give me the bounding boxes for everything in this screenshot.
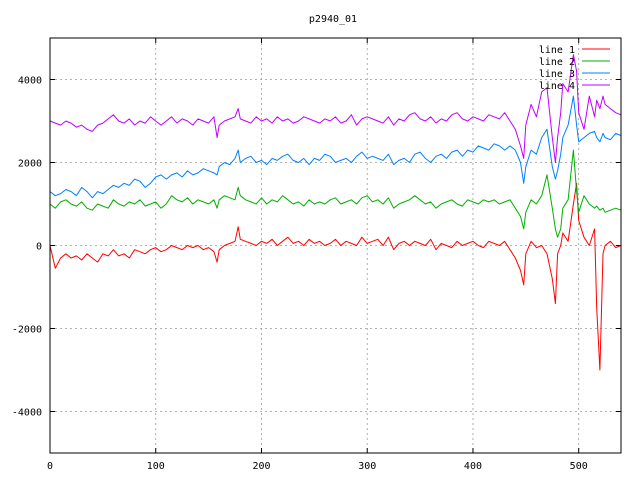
y-tick-label: 0 bbox=[36, 242, 42, 253]
x-tick-label: 0 bbox=[47, 461, 53, 472]
x-tick-label: 200 bbox=[252, 461, 270, 472]
y-tick-label: 2000 bbox=[18, 159, 42, 170]
chart-title: p2940_01 bbox=[309, 14, 357, 25]
x-tick-label: 500 bbox=[570, 461, 588, 472]
legend-label: line 2 bbox=[539, 57, 575, 68]
series-line-1 bbox=[49, 182, 622, 371]
y-tick-label: -2000 bbox=[12, 325, 42, 336]
x-tick-label: 400 bbox=[464, 461, 482, 472]
legend-label: line 4 bbox=[539, 81, 575, 92]
legend-label: line 3 bbox=[539, 69, 575, 80]
series-line-3 bbox=[49, 95, 622, 199]
y-tick-label: 4000 bbox=[18, 76, 42, 87]
legend-label: line 1 bbox=[539, 45, 575, 56]
x-tick-label: 300 bbox=[358, 461, 376, 472]
plot-frame bbox=[49, 37, 622, 454]
x-tick-label: 100 bbox=[147, 461, 165, 472]
series-line-4 bbox=[49, 54, 622, 163]
grid-layer bbox=[50, 38, 621, 453]
series-line-2 bbox=[49, 149, 622, 238]
series-layer bbox=[49, 54, 622, 371]
y-tick-label: -4000 bbox=[12, 408, 42, 419]
axis-layer: 0 100 200 300 400 500 -4000 -2000 0 2000 4000 bbox=[12, 38, 621, 472]
